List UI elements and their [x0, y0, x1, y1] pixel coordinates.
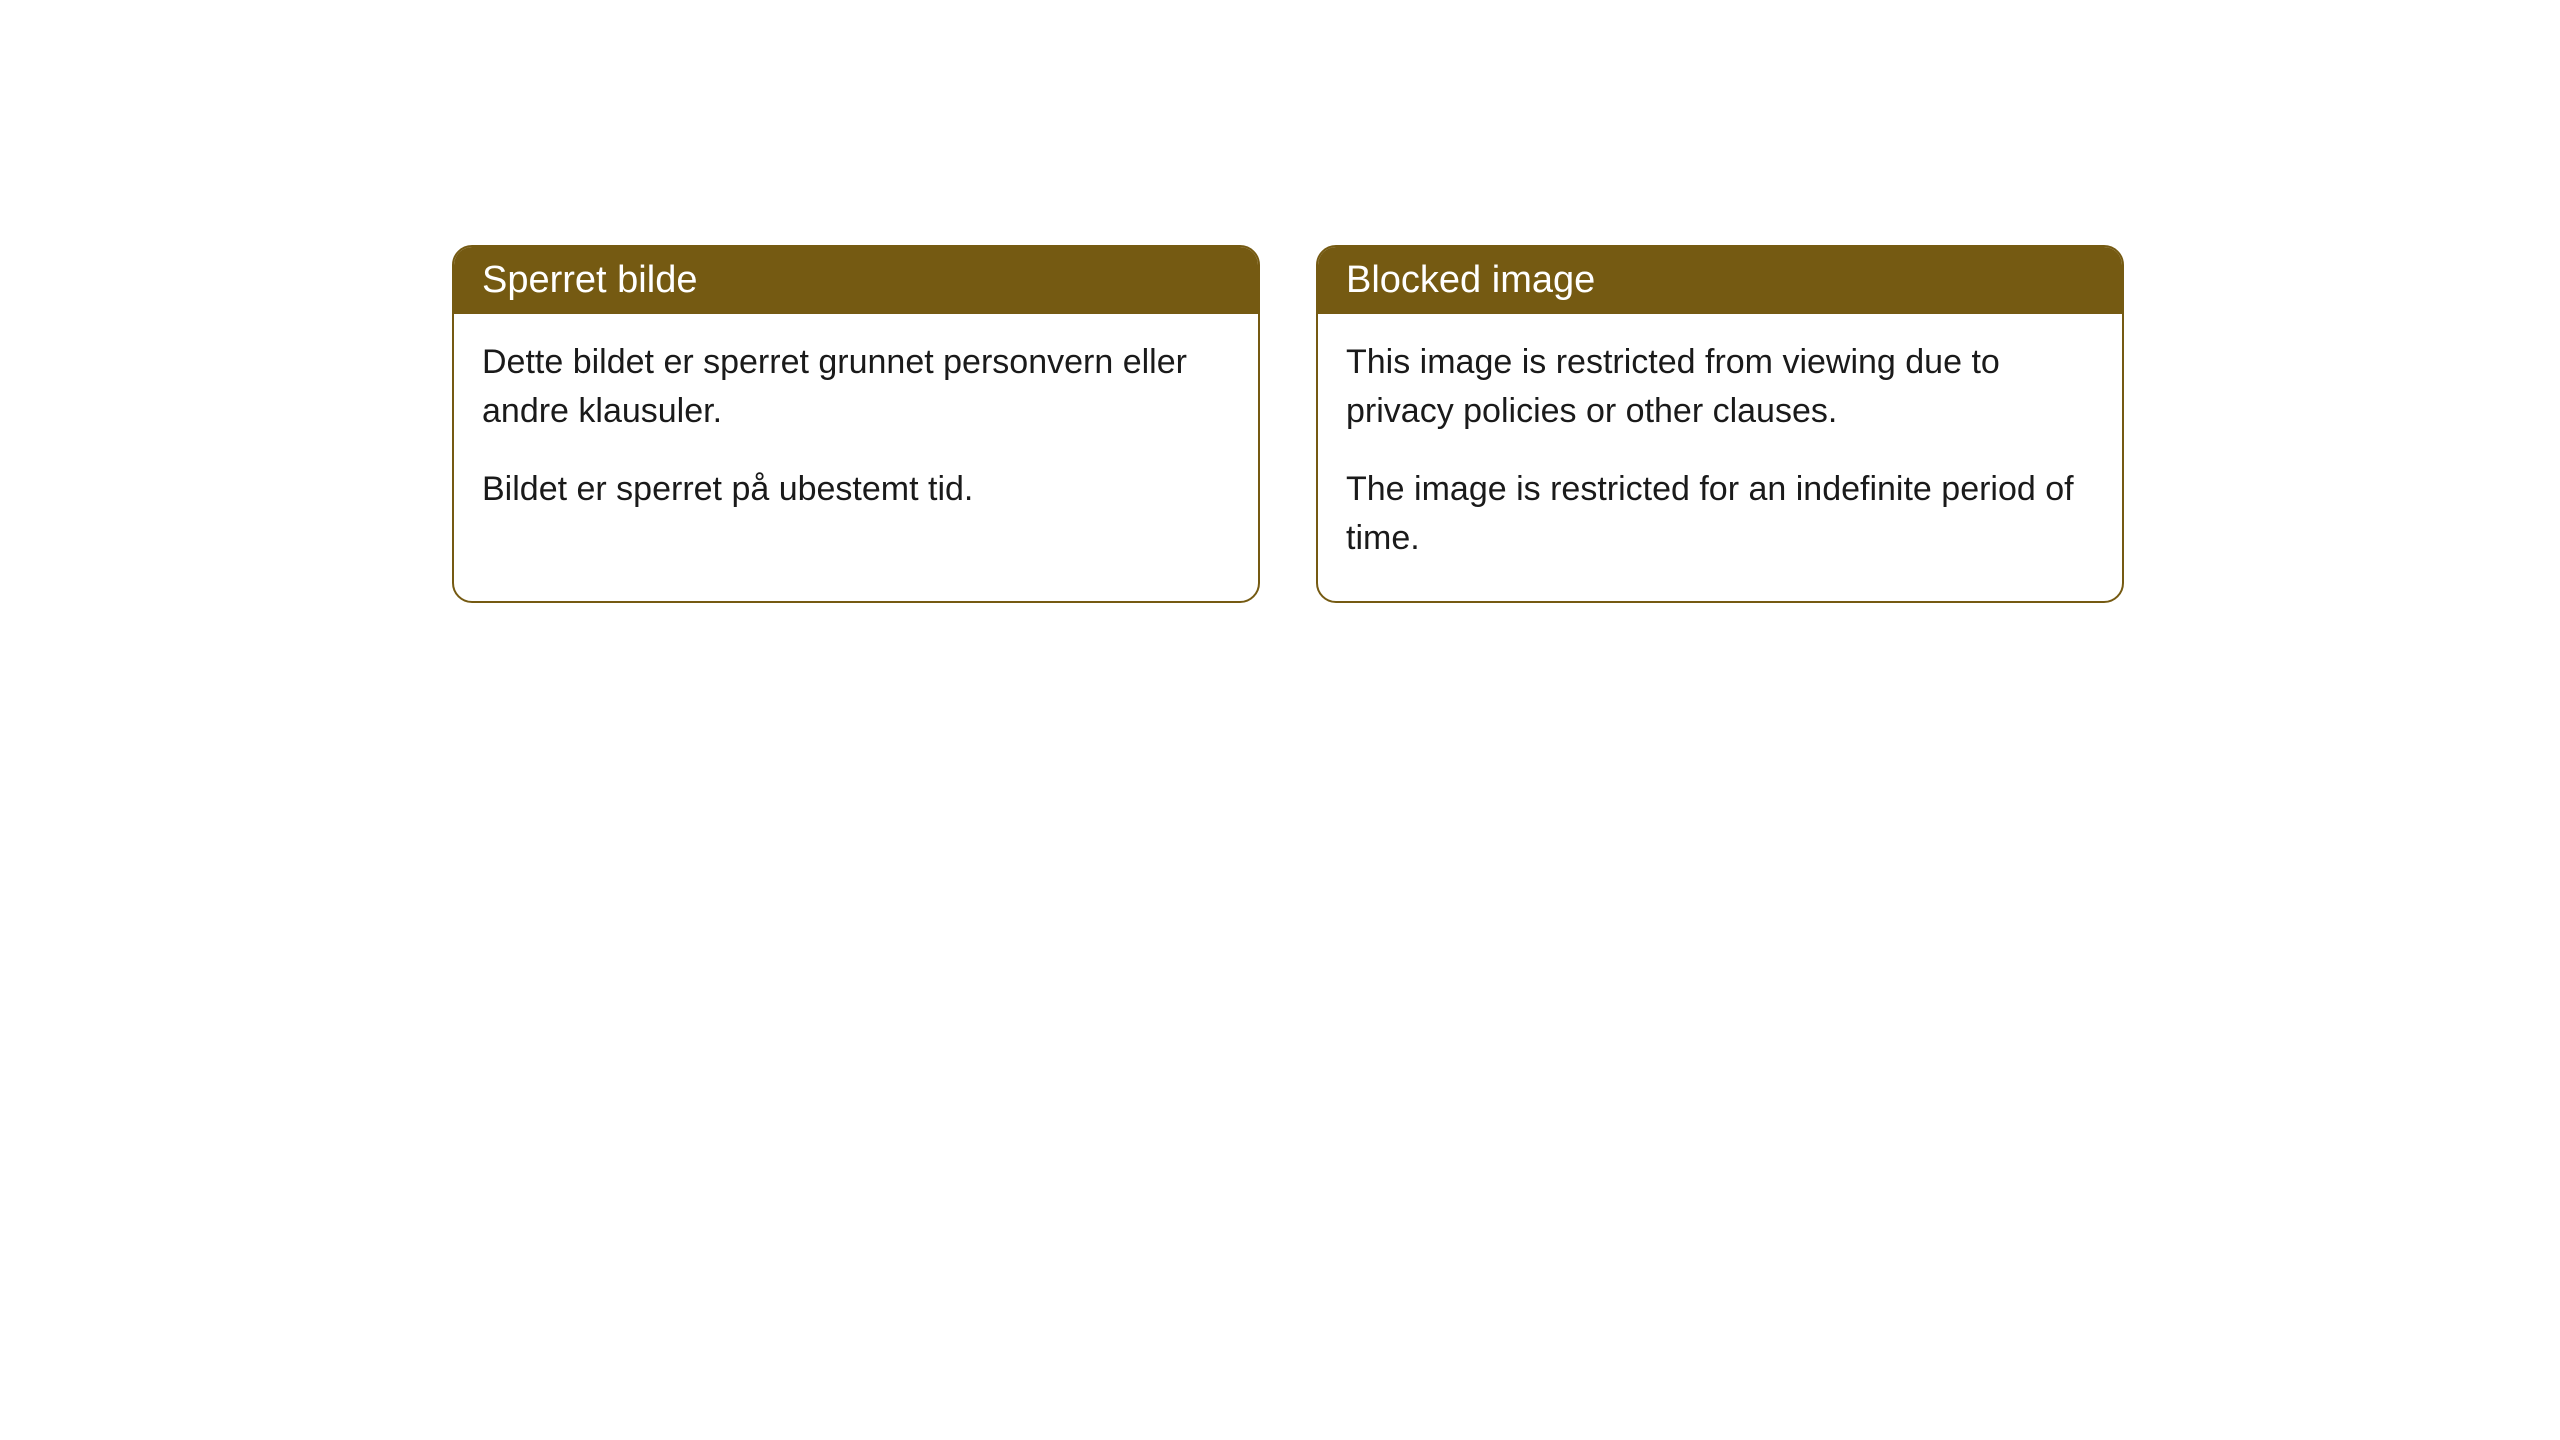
card-header: Sperret bilde: [454, 247, 1258, 314]
card-header: Blocked image: [1318, 247, 2122, 314]
card-body: Dette bildet er sperret grunnet personve…: [454, 314, 1258, 552]
card-english: Blocked image This image is restricted f…: [1316, 245, 2124, 603]
card-title: Blocked image: [1346, 259, 1595, 301]
card-paragraph: Bildet er sperret på ubestemt tid.: [482, 465, 1230, 514]
card-norwegian: Sperret bilde Dette bildet er sperret gr…: [452, 245, 1260, 603]
card-title: Sperret bilde: [482, 259, 697, 301]
card-body: This image is restricted from viewing du…: [1318, 314, 2122, 601]
card-paragraph: This image is restricted from viewing du…: [1346, 338, 2094, 437]
cards-container: Sperret bilde Dette bildet er sperret gr…: [0, 0, 2560, 603]
card-paragraph: The image is restricted for an indefinit…: [1346, 465, 2094, 564]
card-paragraph: Dette bildet er sperret grunnet personve…: [482, 338, 1230, 437]
